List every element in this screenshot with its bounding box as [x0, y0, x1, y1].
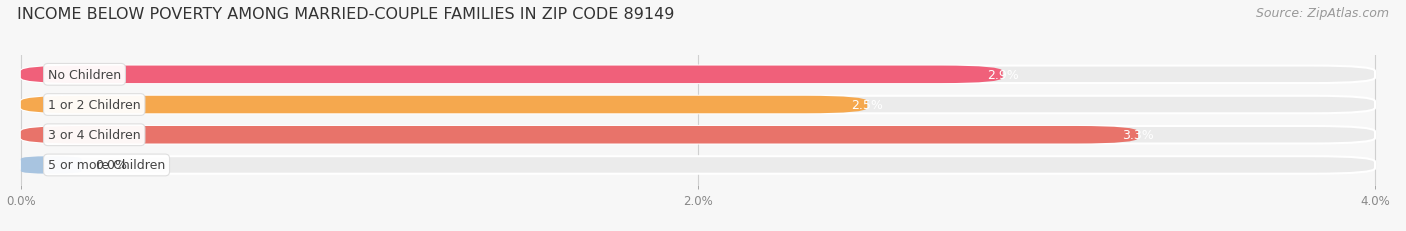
FancyBboxPatch shape — [21, 126, 1137, 144]
Text: Source: ZipAtlas.com: Source: ZipAtlas.com — [1256, 7, 1389, 20]
Text: 2.5%: 2.5% — [851, 99, 883, 112]
Text: 1 or 2 Children: 1 or 2 Children — [48, 99, 141, 112]
FancyBboxPatch shape — [21, 96, 868, 114]
Text: 5 or more Children: 5 or more Children — [48, 159, 165, 172]
FancyBboxPatch shape — [21, 66, 1375, 84]
FancyBboxPatch shape — [21, 157, 1375, 174]
FancyBboxPatch shape — [21, 96, 1375, 114]
Text: 3 or 4 Children: 3 or 4 Children — [48, 129, 141, 142]
FancyBboxPatch shape — [21, 126, 1375, 144]
FancyBboxPatch shape — [21, 157, 82, 174]
Text: 2.9%: 2.9% — [987, 69, 1018, 82]
FancyBboxPatch shape — [21, 66, 1002, 84]
Text: 3.3%: 3.3% — [1122, 129, 1154, 142]
Text: INCOME BELOW POVERTY AMONG MARRIED-COUPLE FAMILIES IN ZIP CODE 89149: INCOME BELOW POVERTY AMONG MARRIED-COUPL… — [17, 7, 675, 22]
Text: 0.0%: 0.0% — [96, 159, 128, 172]
Text: No Children: No Children — [48, 69, 121, 82]
